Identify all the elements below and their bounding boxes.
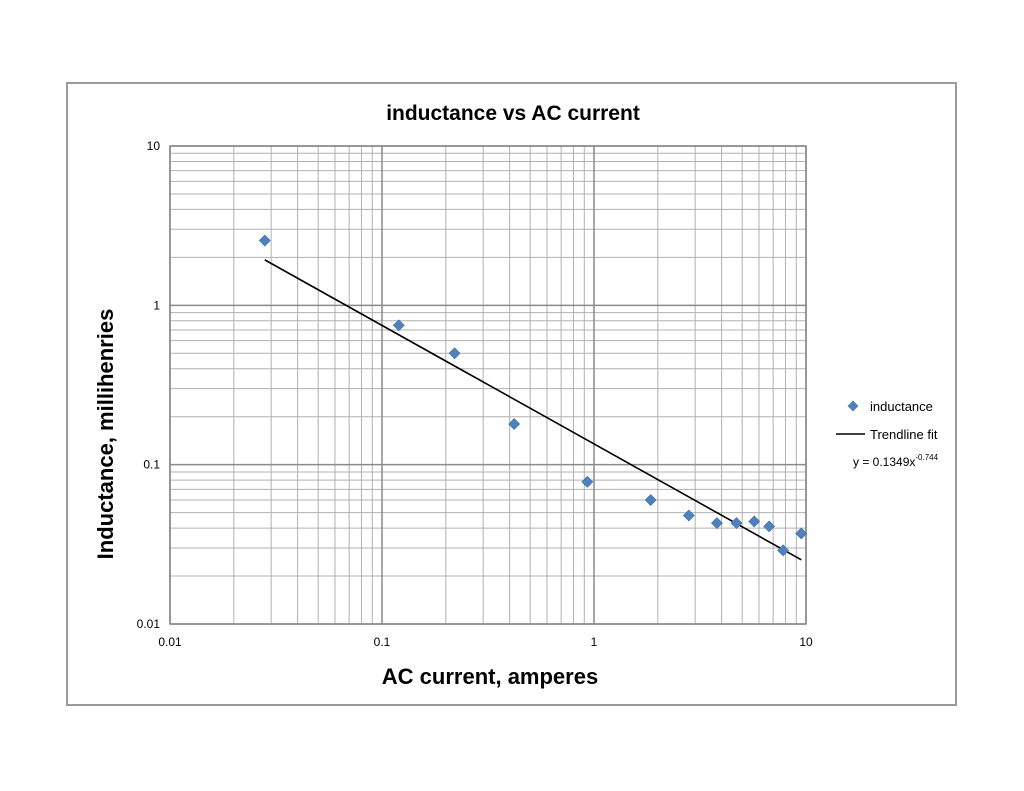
chart-title: inductance vs AC current	[386, 102, 640, 125]
y-tick-label: 1	[153, 298, 160, 312]
data-points	[258, 234, 808, 557]
y-axis-label: Inductance, millihenries	[93, 309, 118, 560]
y-tick-label: 0.01	[137, 617, 161, 631]
data-point	[763, 520, 776, 533]
trendline-layer	[264, 259, 802, 561]
data-point	[644, 494, 657, 506]
trendline-equation: y = 0.1349x-0.744	[853, 453, 939, 469]
x-tick-label: 0.1	[374, 635, 391, 649]
data-point	[777, 544, 790, 557]
data-point	[581, 475, 594, 488]
grid	[169, 145, 807, 625]
data-point	[748, 515, 761, 528]
legend-marker-inductance	[847, 400, 859, 412]
data-point	[730, 517, 743, 529]
data-point	[392, 319, 405, 332]
chart: inductance vs AC current 0.01 0.1 1 100.010…	[93, 102, 939, 689]
legend-label-inductance: inductance	[870, 399, 933, 414]
y-tick-label: 10	[147, 139, 161, 153]
trendline	[264, 259, 802, 561]
data-point	[258, 234, 271, 247]
chart-frame: inductance vs AC current 0.01 0.1 1 10 0.01 0…	[66, 82, 957, 706]
data-point	[682, 509, 695, 522]
plot-area-border	[169, 145, 807, 625]
data-point	[448, 347, 461, 360]
x-tick-label: 0.01	[158, 635, 182, 649]
legend-label-trendline: Trendline fit	[870, 427, 938, 442]
x-tick-label: 10	[799, 635, 813, 649]
axes: 0.01 0.1 1 10 0.01 0.1 1 10	[137, 139, 813, 649]
data-point	[508, 418, 521, 430]
legend: inductance Trendline fit y = 0.1349x-0.744	[836, 399, 939, 469]
data-point	[710, 517, 723, 529]
y-tick-label: 0.1	[143, 458, 160, 472]
data-point	[795, 527, 808, 540]
x-axis-label: AC current, amperes	[382, 664, 598, 689]
x-tick-label: 1	[591, 635, 598, 649]
